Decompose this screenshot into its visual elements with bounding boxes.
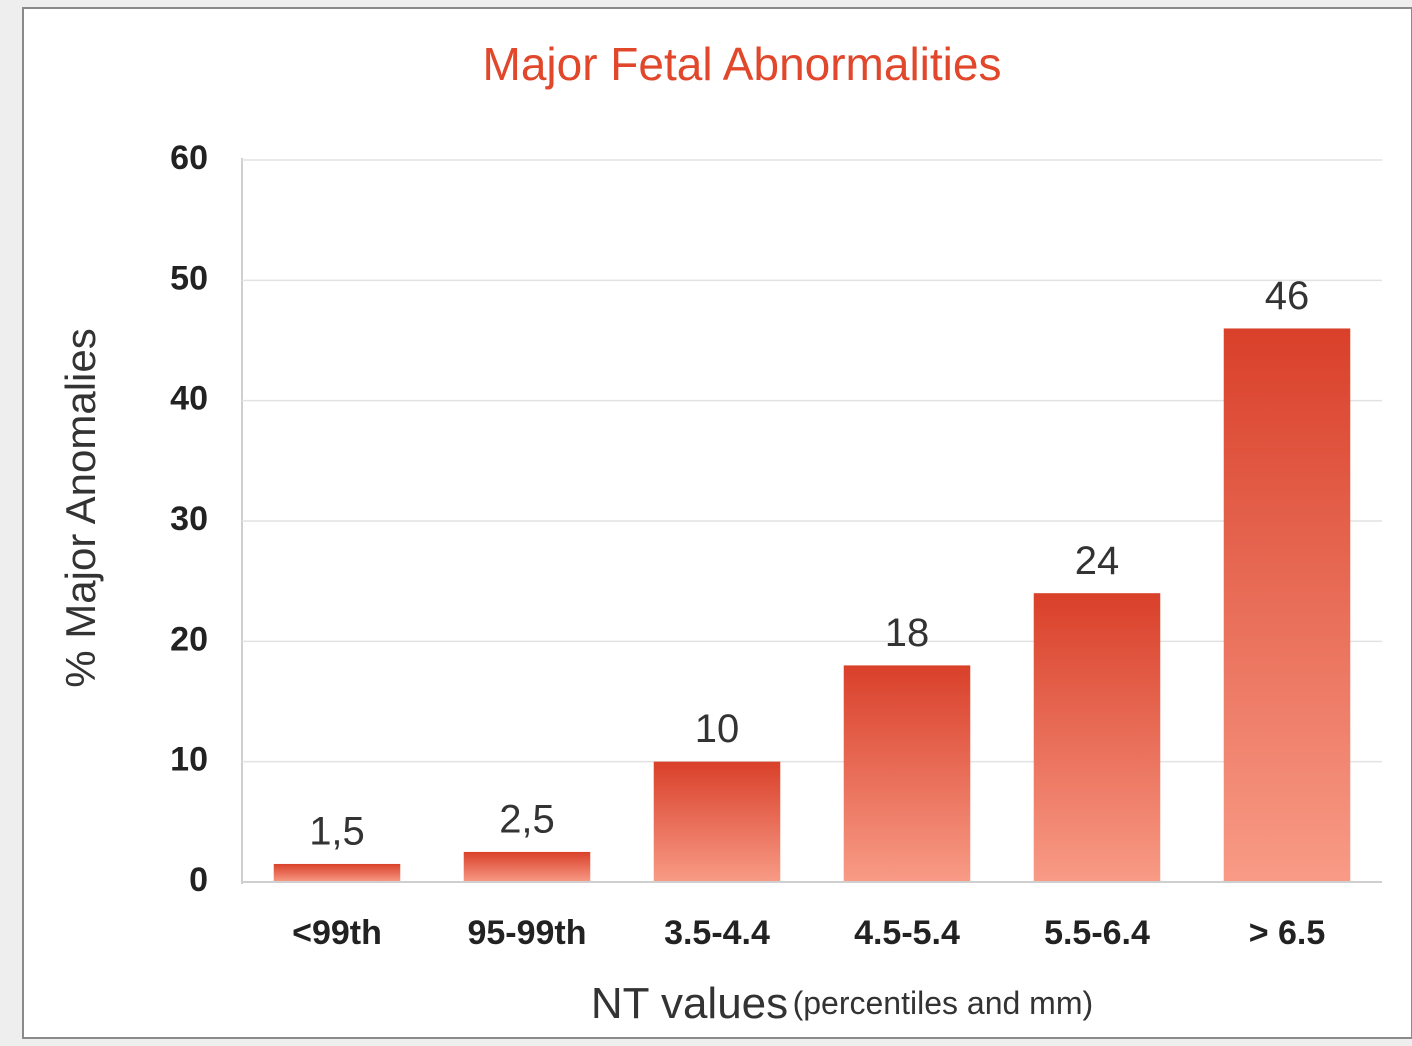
y-tick-label: 0 <box>189 861 208 899</box>
y-tick-label: 40 <box>170 380 208 418</box>
bar <box>1033 593 1161 882</box>
value-label: 24 <box>1075 539 1120 583</box>
frame <box>22 7 1412 1039</box>
x-axis-label: NT values (percentiles and mm) <box>591 979 1093 1028</box>
chart-title: Major Fetal Abnormalities <box>483 38 1002 90</box>
y-axis-label: % Major Anomalies <box>57 328 104 687</box>
x-tick-label: 5.5-6.4 <box>1044 914 1150 952</box>
x-tick-label: 3.5-4.4 <box>664 914 770 952</box>
x-tick-label: > 6.5 <box>1249 914 1326 952</box>
y-tick-label: 10 <box>170 741 208 779</box>
x-tick-label: 4.5-5.4 <box>854 914 960 952</box>
bar <box>273 863 401 882</box>
bar <box>463 851 591 882</box>
bar <box>843 665 971 882</box>
x-tick-label: <99th <box>292 914 382 952</box>
x-tick-label: 95-99th <box>467 914 586 952</box>
x-axis-title: NT values <box>591 979 788 1028</box>
bar <box>1223 328 1351 882</box>
value-label: 10 <box>695 707 740 751</box>
y-tick-label: 20 <box>170 620 208 658</box>
y-tick-label: 60 <box>170 139 208 177</box>
y-tick-label: 30 <box>170 500 208 538</box>
bar <box>653 761 781 882</box>
value-label: 1,5 <box>309 810 365 854</box>
value-label: 18 <box>885 611 930 655</box>
x-axis-note: (percentiles and mm) <box>793 985 1094 1021</box>
value-label: 46 <box>1265 274 1310 318</box>
value-label: 2,5 <box>499 797 555 841</box>
y-tick-label: 50 <box>170 259 208 297</box>
